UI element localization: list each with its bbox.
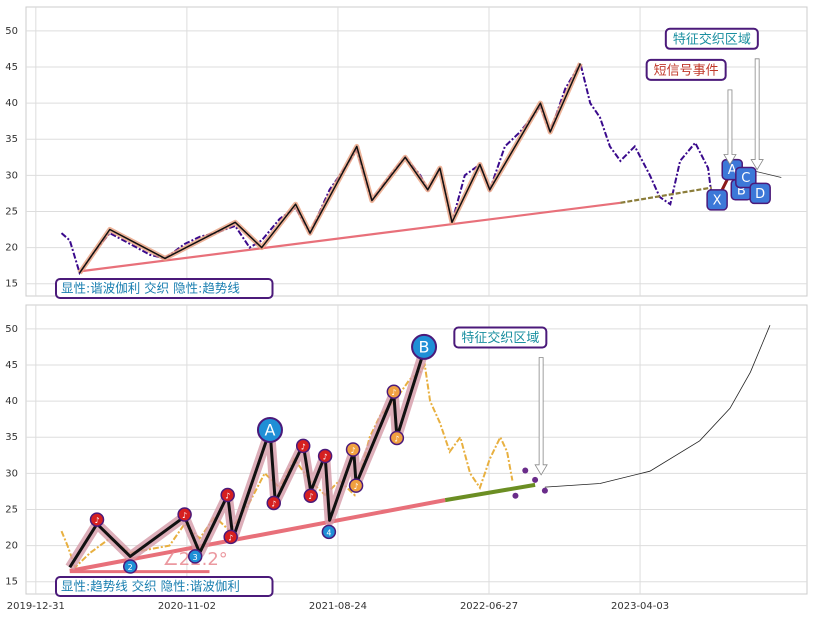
pivot-marker [386, 384, 402, 399]
y-tick-label: 15 [5, 279, 18, 290]
pivot-label: ♪ [323, 453, 328, 462]
pivot-dot [512, 492, 519, 499]
wave-label: A [264, 420, 275, 439]
pattern-box [735, 166, 757, 189]
y-tick-label: 45 [5, 360, 18, 371]
y-tick-label: 30 [5, 170, 18, 181]
pivot-marker [317, 448, 333, 464]
pattern-label: A [728, 163, 737, 178]
y-tick-label: 35 [5, 134, 18, 145]
zigzag-line [68, 350, 426, 569]
projection-curve [754, 170, 782, 178]
annotation-text: 特征交织区域 [461, 330, 539, 346]
pivot-marker [187, 549, 203, 564]
panel-label-box [55, 278, 274, 299]
trend-extension [620, 186, 712, 204]
pivot-label: ♪ [182, 511, 187, 520]
wave-label: B [419, 337, 430, 356]
annotation-arrow [534, 357, 548, 476]
y-tick-label: 40 [5, 98, 18, 109]
pivot-label: ♪ [94, 516, 99, 525]
pivot-dot [522, 467, 529, 474]
y-tick-label: 20 [5, 541, 18, 552]
x-tick-label: 2020-11-02 [158, 601, 216, 612]
annotation-box [664, 27, 759, 50]
y-tick-label: 45 [5, 62, 18, 73]
pivot-marker [266, 495, 281, 511]
panel-label: 显性:谐波伽利 交织 隐性:趋势线 [61, 281, 240, 296]
y-tick-label: 50 [5, 324, 18, 335]
pivot-label: ♪ [271, 499, 276, 508]
y-tick-label: 25 [5, 504, 18, 515]
panel-label-box [55, 576, 274, 597]
annotation-arrow [750, 58, 764, 171]
pattern-box [749, 182, 771, 205]
pivot-label: ♪ [228, 533, 233, 542]
y-tick-label: 50 [5, 26, 18, 37]
trend-extension [444, 482, 536, 503]
pivot-dot [532, 476, 539, 483]
pattern-label: X [713, 193, 722, 208]
wave-marker [411, 333, 438, 360]
x-tick-label: 2021-08-24 [309, 601, 367, 612]
pivot-marker [122, 559, 138, 574]
x-tick-label: 2022-06-27 [460, 601, 518, 612]
y-tick-label: 30 [5, 468, 18, 479]
pivot-marker [89, 512, 105, 527]
wave-marker [256, 416, 283, 443]
annotation-box [645, 58, 727, 81]
pivot-marker [348, 478, 364, 493]
pivot-label: 2 [128, 563, 133, 572]
trend-line [79, 201, 621, 273]
pivot-marker [177, 507, 192, 522]
panel-label: 显性:趋势线 交织 隐性:谐波伽利 [61, 579, 240, 594]
y-tick-label: 15 [5, 577, 18, 588]
pattern-box [706, 189, 728, 211]
pivot-marker [303, 488, 319, 503]
y-tick-label: 20 [5, 243, 18, 254]
annotation-text: 特征交织区域 [673, 31, 751, 47]
pivot-label: 4 [326, 528, 331, 537]
pivot-marker [295, 438, 311, 454]
pattern-label: D [755, 187, 765, 202]
annotation-box [453, 326, 548, 349]
pattern-label: C [741, 171, 750, 186]
pivot-marker [321, 524, 337, 540]
pivot-marker [223, 529, 238, 545]
y-tick-label: 35 [5, 432, 18, 443]
annotation-text: 短信号事件 [654, 63, 719, 78]
annotation-arrow [723, 89, 737, 166]
pivot-label: ♪ [394, 434, 399, 443]
x-tick-label: 2019-12-31 [7, 601, 65, 612]
pattern-label: B [737, 183, 746, 198]
pivot-label: ♪ [225, 492, 230, 501]
pivot-label: 3 [193, 553, 198, 562]
pivot-marker [345, 442, 361, 457]
y-tick-label: 40 [5, 396, 18, 407]
pivot-marker [220, 487, 235, 503]
pivot-label: ♪ [354, 482, 359, 491]
pivot-marker [389, 430, 405, 446]
plot-frame [25, 6, 808, 297]
zigzag-line [78, 63, 582, 274]
pivot-label: ♪ [391, 388, 396, 397]
pivot-label: ♪ [301, 442, 306, 451]
projection-curve [544, 325, 771, 488]
x-tick-label: 2023-04-03 [611, 601, 669, 612]
pivot-label: ♪ [350, 446, 355, 455]
pivot-label: ♪ [308, 492, 313, 501]
y-tick-label: 25 [5, 206, 18, 217]
pivot-dot [541, 487, 548, 494]
